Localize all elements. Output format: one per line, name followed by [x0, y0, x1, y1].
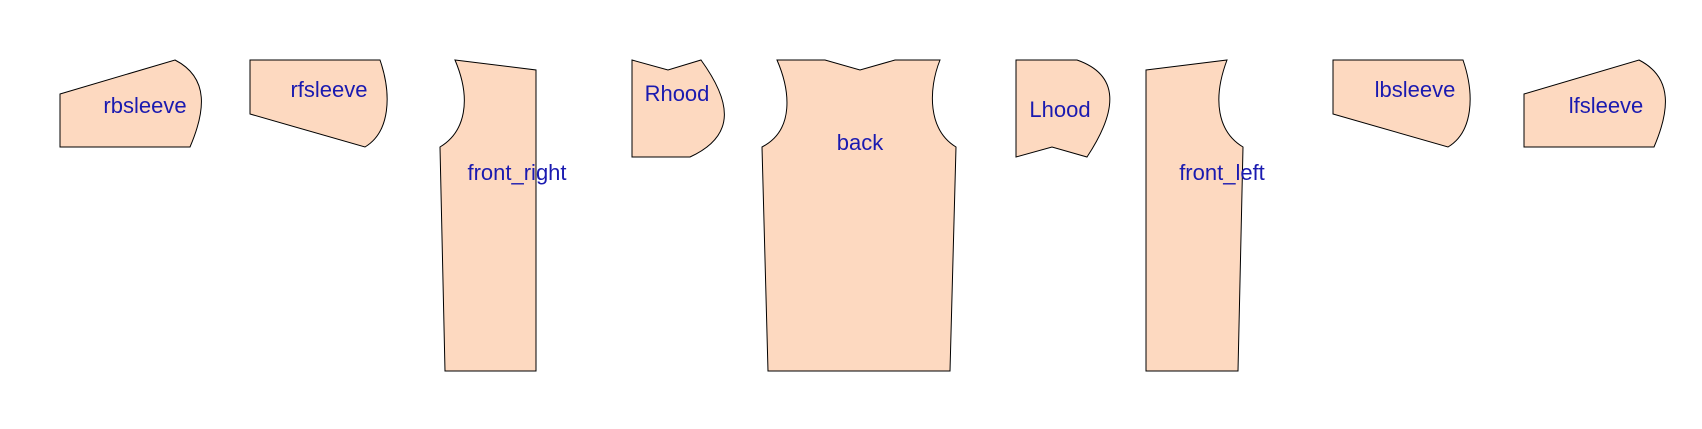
- piece-rfsleeve-label: rfsleeve: [290, 77, 367, 102]
- piece-rhood: Rhood: [631, 59, 725, 158]
- piece-lfsleeve: lfsleeve: [1523, 59, 1666, 148]
- piece-back-label: back: [837, 130, 884, 155]
- piece-front_left: front_left: [1145, 59, 1265, 372]
- piece-front_right: front_right: [439, 59, 567, 372]
- piece-rbsleeve-label: rbsleeve: [103, 93, 186, 118]
- piece-lfsleeve-shape: [1523, 59, 1666, 148]
- piece-front_left-label: front_left: [1179, 160, 1265, 185]
- piece-lbsleeve-label: lbsleeve: [1375, 77, 1456, 102]
- piece-lhood-label: Lhood: [1029, 97, 1090, 122]
- piece-rfsleeve: rfsleeve: [249, 59, 388, 148]
- piece-front_left-shape: [1145, 59, 1244, 372]
- piece-rfsleeve-shape: [249, 59, 388, 148]
- piece-lhood-shape: [1015, 59, 1111, 158]
- piece-rbsleeve-shape: [59, 59, 202, 148]
- piece-lhood: Lhood: [1015, 59, 1111, 158]
- piece-lfsleeve-label: lfsleeve: [1569, 93, 1644, 118]
- piece-back-shape: [761, 59, 957, 372]
- piece-front_right-shape: [439, 59, 537, 372]
- piece-rhood-shape: [631, 59, 725, 158]
- piece-rbsleeve: rbsleeve: [59, 59, 202, 148]
- piece-lbsleeve: lbsleeve: [1332, 59, 1471, 148]
- piece-rhood-label: Rhood: [645, 81, 710, 106]
- piece-front_right-label: front_right: [467, 160, 566, 185]
- piece-back: back: [761, 59, 957, 372]
- piece-lbsleeve-shape: [1332, 59, 1471, 148]
